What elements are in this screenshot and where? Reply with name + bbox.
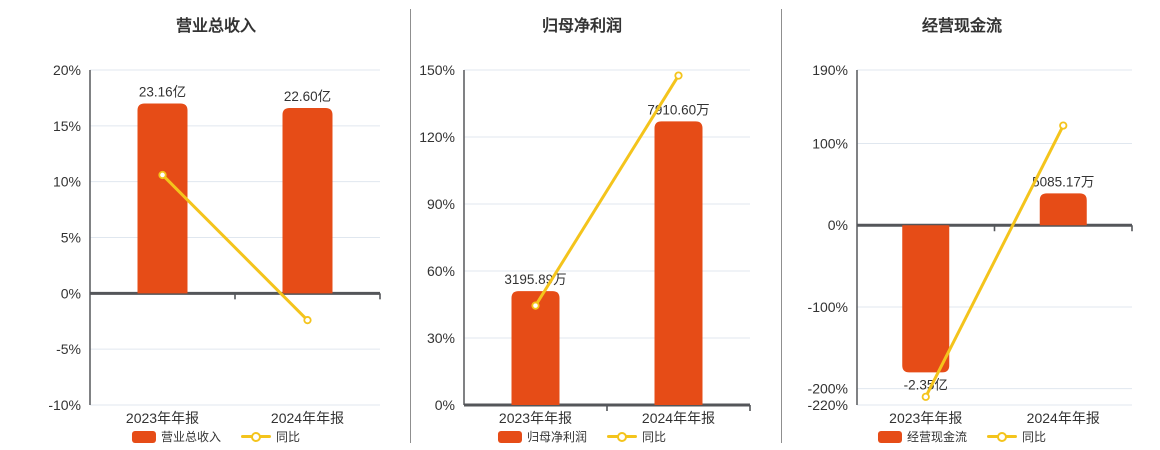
chart-title: 经营现金流 <box>921 18 1003 35</box>
bar-value-label: 5085.17万 <box>1032 174 1094 189</box>
y-axis-tick-label: -5% <box>56 341 81 357</box>
legend-item-bar-series[interactable]: 归母净利润 <box>497 428 587 445</box>
yoy-point-2023年年报[interactable] <box>158 170 167 180</box>
chart-legend: 经营现金流 同比 <box>877 428 1046 445</box>
legend-item-bar-series[interactable]: 经营现金流 <box>877 428 967 445</box>
chart-panel-cash-flow: 经营现金流 190% 100% 0% -100% -200% -220% -2.35亿 202… <box>781 0 1160 450</box>
y-axis-tick-label: 0% <box>435 397 455 413</box>
y-axis-tick-label: 100% <box>812 136 848 152</box>
yoy-point-2023年年报[interactable] <box>531 301 540 310</box>
bar-2023年年报[interactable] <box>902 225 950 373</box>
bar-2023年年报[interactable] <box>511 291 560 405</box>
chart-plot: 150% 120% 90% 60% 30% 0% 3195.89万 2023年年报 7910.6… <box>419 62 751 426</box>
category-label: 2024年年报 <box>271 410 344 426</box>
chart-legend: 营业总收入 同比 <box>131 428 300 445</box>
legend-item-bar-series[interactable]: 营业总收入 <box>131 428 221 445</box>
panel-separator <box>410 9 411 443</box>
yoy-line <box>534 74 680 307</box>
chart-title: 归母净利润 <box>541 18 623 35</box>
y-axis-tick-label: 190% <box>812 62 848 78</box>
category-label: 2024年年报 <box>642 410 715 426</box>
line-series-marker-icon <box>241 431 271 443</box>
yoy-point-2024年年报[interactable] <box>674 71 683 80</box>
bar-value-label: 22.60亿 <box>284 89 331 104</box>
y-axis-tick-label: 15% <box>53 118 81 134</box>
legend-bar-label: 归母净利润 <box>526 430 587 444</box>
yoy-point-2024年年报[interactable] <box>303 316 312 325</box>
y-axis-tick-label: 30% <box>427 330 455 346</box>
y-axis-tick-label: 0% <box>828 217 848 233</box>
category-label: 2023年年报 <box>889 410 962 426</box>
bar-value-label: 23.16亿 <box>139 85 186 100</box>
bar-2024年年报[interactable] <box>282 107 333 294</box>
bar-value-label: 3195.89万 <box>504 272 566 287</box>
category-label: 2023年年报 <box>126 410 199 426</box>
yoy-point-2023年年报[interactable] <box>921 392 930 401</box>
legend-bar-label: 经营现金流 <box>906 430 967 444</box>
legend-item-line-series[interactable]: 同比 <box>241 428 300 445</box>
legend-item-line-series[interactable]: 同比 <box>607 428 666 445</box>
bar-2024年年报[interactable] <box>654 121 703 405</box>
legend-line-label: 同比 <box>1022 430 1047 444</box>
line-series-marker-icon <box>987 431 1017 443</box>
chart-panel-net-profit: 归母净利润 150% 120% 90% 60% 30% 0% 3195.89万 2023年年报… <box>410 0 781 450</box>
yoy-point-2024年年报[interactable] <box>1059 121 1068 130</box>
y-axis-tick-label: -220% <box>808 397 848 413</box>
chart-legend: 归母净利润 同比 <box>497 428 666 445</box>
bar-series-swatch-icon <box>131 430 156 443</box>
y-axis-tick-label: 60% <box>427 263 455 279</box>
bar-value-label: 7910.60万 <box>647 102 709 117</box>
panel-separator <box>781 9 782 443</box>
bar-series-swatch-icon <box>877 430 902 443</box>
chart-title: 营业总收入 <box>175 18 257 35</box>
chart-plot: 20% 15% 10% 5% 0% -5% -10% 23.16亿 2023年年报 22.60亿 2… <box>48 62 381 426</box>
legend-line-label: 同比 <box>276 430 301 444</box>
bar-series-swatch-icon <box>497 430 522 443</box>
y-axis-tick-label: 150% <box>419 62 455 78</box>
chart-panel-revenue: 营业总收入 20% 15% 10% 5% 0% -5% -10% 23.16亿 2023年年报 2… <box>0 0 410 450</box>
y-axis-tick-label: 0% <box>61 285 81 301</box>
y-axis-tick-label: 20% <box>53 62 81 78</box>
y-axis-tick-label: -200% <box>808 381 848 397</box>
y-axis-tick-label: 90% <box>427 196 455 212</box>
legend-item-line-series[interactable]: 同比 <box>987 428 1046 445</box>
bar-2023年年报[interactable] <box>137 103 188 294</box>
bar-2024年年报[interactable] <box>1039 193 1087 226</box>
legend-bar-label: 营业总收入 <box>160 430 221 444</box>
y-axis-tick-label: -10% <box>48 397 81 413</box>
yoy-line <box>924 124 1065 398</box>
y-axis-tick-label: 5% <box>61 230 81 246</box>
category-label: 2023年年报 <box>499 410 572 426</box>
y-axis-tick-label: 120% <box>419 129 455 145</box>
legend-line-label: 同比 <box>642 430 667 444</box>
y-axis-tick-label: 10% <box>53 174 81 190</box>
yoy-line <box>161 173 309 322</box>
line-series-marker-icon <box>607 431 637 443</box>
chart-plot: 190% 100% 0% -100% -200%-220% -2.35亿 2023年年报 50… <box>808 62 1133 426</box>
bar-value-label: -2.35亿 <box>904 377 948 392</box>
y-axis-tick-label: -100% <box>808 299 848 315</box>
category-label: 2024年年报 <box>1027 410 1100 426</box>
